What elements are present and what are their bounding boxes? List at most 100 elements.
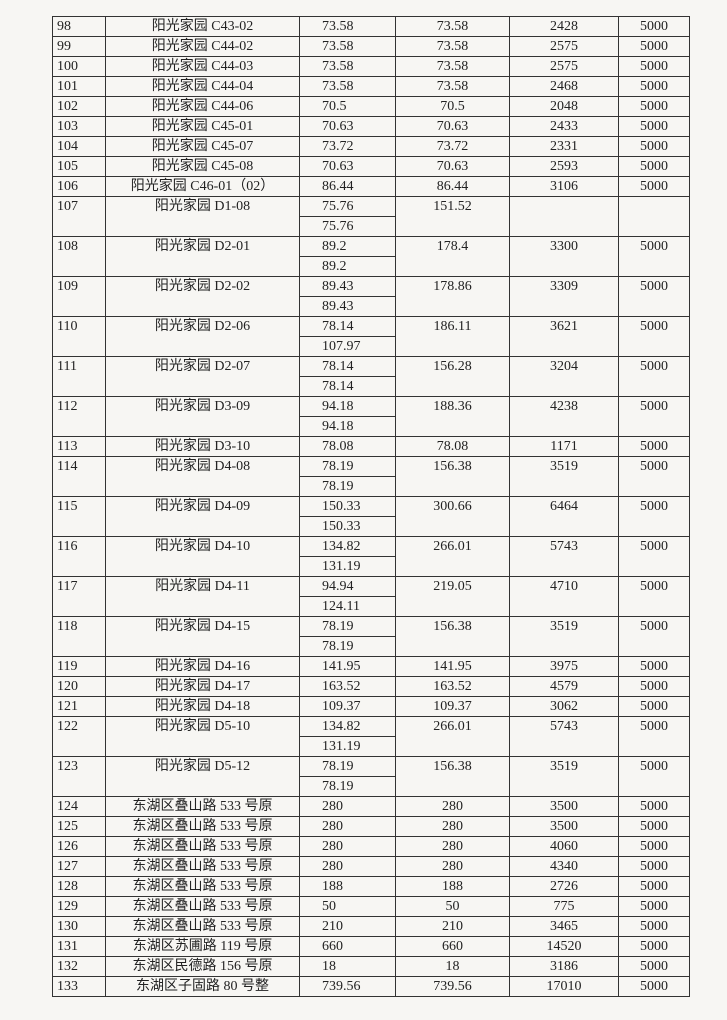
area-cell: 73.58 <box>299 76 396 97</box>
area-value: 89.43 <box>300 296 395 316</box>
area-cell: 280 <box>299 836 396 857</box>
address: 东湖区叠山路 533 号原 <box>105 816 300 837</box>
area-value: 78.19 <box>300 636 395 656</box>
table-row: 120 阳光家园 D4-17 163.52 163.52 4579 5000 <box>52 676 690 697</box>
area-value: 78.19 <box>300 776 395 796</box>
address: 阳光家园 D1-08 <box>105 196 300 237</box>
standard: 5000 <box>618 576 690 617</box>
table-row: 115 阳光家园 D4-09 150.33 150.33 300.66 6464 5000 <box>52 496 690 537</box>
amount: 2428 <box>509 16 619 37</box>
area-cell: 134.82 131.19 <box>299 536 396 577</box>
area-cell: 89.43 89.43 <box>299 276 396 317</box>
area-cell: 78.14 107.97 <box>299 316 396 357</box>
total-area: 86.44 <box>395 176 510 197</box>
standard: 5000 <box>618 816 690 837</box>
amount: 3465 <box>509 916 619 937</box>
address: 阳光家园 D4-18 <box>105 696 300 717</box>
table-row: 107 阳光家园 D1-08 75.76 75.76 151.52 <box>52 196 690 237</box>
area-cell: 78.19 78.19 <box>299 756 396 797</box>
area-value: 70.63 <box>322 119 354 134</box>
amount: 3500 <box>509 796 619 817</box>
total-area: 163.52 <box>395 676 510 697</box>
table-row: 98 阳光家园 C43-02 73.58 73.58 2428 5000 <box>52 16 690 37</box>
total-area: 178.86 <box>395 276 510 317</box>
area-value: 89.43 <box>322 279 354 294</box>
area-cell: 94.94 124.11 <box>299 576 396 617</box>
area-cell: 78.14 78.14 <box>299 356 396 397</box>
area-value: 78.19 <box>322 619 354 634</box>
amount: 2575 <box>509 36 619 57</box>
area-value: 89.2 <box>322 239 347 254</box>
area-cell: 163.52 <box>299 676 396 697</box>
total-area: 18 <box>395 956 510 977</box>
table-row: 103 阳光家园 C45-01 70.63 70.63 2433 5000 <box>52 116 690 137</box>
table-row: 122 阳光家园 D5-10 134.82 131.19 266.01 5743 5000 <box>52 716 690 757</box>
area-cell: 280 <box>299 816 396 837</box>
area-value: 75.76 <box>300 216 395 236</box>
area-value: 89.2 <box>300 256 395 276</box>
area-cell: 89.2 89.2 <box>299 236 396 277</box>
total-area: 210 <box>395 916 510 937</box>
amount: 3106 <box>509 176 619 197</box>
total-area: 266.01 <box>395 716 510 757</box>
data-table: 98 阳光家园 C43-02 73.58 73.58 2428 5000 99 阳光家园 C4… <box>52 16 690 997</box>
row-number: 129 <box>52 896 106 917</box>
area-value: 150.33 <box>322 499 361 514</box>
address: 阳光家园 D4-10 <box>105 536 300 577</box>
area-value: 78.19 <box>300 476 395 496</box>
row-number: 105 <box>52 156 106 177</box>
area-cell: 134.82 131.19 <box>299 716 396 757</box>
table-row: 118 阳光家园 D4-15 78.19 78.19 156.38 3519 5000 <box>52 616 690 657</box>
amount: 3519 <box>509 756 619 797</box>
area-cell: 73.72 <box>299 136 396 157</box>
address: 阳光家园 D3-10 <box>105 436 300 457</box>
row-number: 130 <box>52 916 106 937</box>
address: 阳光家园 C44-04 <box>105 76 300 97</box>
amount: 4238 <box>509 396 619 437</box>
amount: 3309 <box>509 276 619 317</box>
area-cell: 94.18 94.18 <box>299 396 396 437</box>
table-row: 113 阳光家园 D3-10 78.08 78.08 1171 5000 <box>52 436 690 457</box>
address: 阳光家园 D3-09 <box>105 396 300 437</box>
standard: 5000 <box>618 836 690 857</box>
area-value: 73.72 <box>322 139 354 154</box>
area-value: 124.11 <box>300 596 395 616</box>
table-row: 133 东湖区子固路 80 号整 739.56 739.56 17010 5000 <box>52 976 690 997</box>
area-value: 210 <box>322 919 343 934</box>
table-row: 102 阳光家园 C44-06 70.5 70.5 2048 5000 <box>52 96 690 117</box>
address: 阳光家园 C44-06 <box>105 96 300 117</box>
amount: 3062 <box>509 696 619 717</box>
row-number: 118 <box>52 616 106 657</box>
total-area: 70.5 <box>395 96 510 117</box>
area-cell: 75.76 75.76 <box>299 196 396 237</box>
address: 阳光家园 D4-11 <box>105 576 300 617</box>
total-area: 70.63 <box>395 156 510 177</box>
total-area: 300.66 <box>395 496 510 537</box>
address: 阳光家园 D5-10 <box>105 716 300 757</box>
amount: 3519 <box>509 456 619 497</box>
total-area: 219.05 <box>395 576 510 617</box>
standard: 5000 <box>618 96 690 117</box>
address: 阳光家园 C43-02 <box>105 16 300 37</box>
address: 阳光家园 D2-02 <box>105 276 300 317</box>
area-cell: 739.56 <box>299 976 396 997</box>
table-row: 129 东湖区叠山路 533 号原 50 50 775 5000 <box>52 896 690 917</box>
address: 阳光家园 C44-02 <box>105 36 300 57</box>
area-cell: 280 <box>299 856 396 877</box>
area-cell: 78.19 78.19 <box>299 616 396 657</box>
address: 阳光家园 C46-01（02） <box>105 176 300 197</box>
row-number: 107 <box>52 196 106 237</box>
table-row: 112 阳光家园 D3-09 94.18 94.18 188.36 4238 5000 <box>52 396 690 437</box>
area-value: 78.19 <box>322 759 354 774</box>
area-value: 141.95 <box>322 659 361 674</box>
total-area: 178.4 <box>395 236 510 277</box>
table-row: 110 阳光家园 D2-06 78.14 107.97 186.11 3621 5000 <box>52 316 690 357</box>
amount: 775 <box>509 896 619 917</box>
address: 阳光家园 D4-16 <box>105 656 300 677</box>
standard: 5000 <box>618 936 690 957</box>
standard: 5000 <box>618 796 690 817</box>
table-row: 126 东湖区叠山路 533 号原 280 280 4060 5000 <box>52 836 690 857</box>
area-value: 150.33 <box>300 516 395 536</box>
standard: 5000 <box>618 276 690 317</box>
